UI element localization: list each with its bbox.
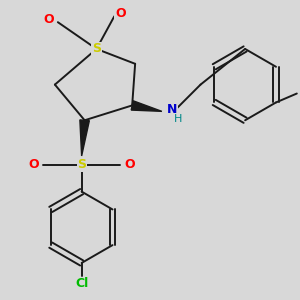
Text: O: O <box>44 13 54 26</box>
Polygon shape <box>131 101 162 111</box>
Text: O: O <box>29 158 39 171</box>
Text: S: S <box>77 158 86 171</box>
Text: Cl: Cl <box>75 277 88 290</box>
Text: S: S <box>92 42 101 56</box>
Text: H: H <box>174 114 182 124</box>
Polygon shape <box>80 120 89 156</box>
Text: O: O <box>115 7 126 20</box>
Text: N: N <box>167 103 178 116</box>
Text: O: O <box>124 158 134 171</box>
